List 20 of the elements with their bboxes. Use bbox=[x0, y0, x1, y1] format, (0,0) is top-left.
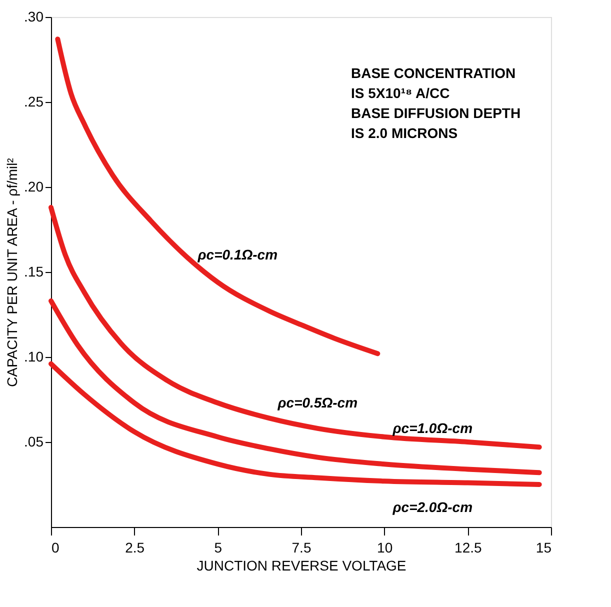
y-tick-label: .20 bbox=[24, 178, 44, 194]
annotation: ρc=1.0Ω-cm bbox=[392, 420, 473, 436]
annotation: ρc=0.5Ω-cm bbox=[276, 394, 358, 410]
y-axis-title: CAPACITY PER UNIT AREA - ρf/mil² bbox=[4, 158, 20, 387]
x-tick-label: 5 bbox=[214, 540, 222, 556]
y-tick-label: .05 bbox=[24, 434, 44, 450]
y-tick-label: .25 bbox=[24, 94, 44, 110]
annotation: ρc=2.0Ω-cm bbox=[392, 499, 473, 516]
x-tick-label: 0 bbox=[52, 540, 60, 556]
x-tick-label: 2.5 bbox=[125, 540, 145, 556]
annotation: ρc=0.1Ω-cm bbox=[196, 246, 278, 263]
x-axis-title: JUNCTION REVERSE VOLTAGE bbox=[196, 558, 406, 574]
y-tick-label: .10 bbox=[24, 348, 44, 364]
x-tick-label: 15 bbox=[536, 540, 552, 556]
x-tick-label: 7.5 bbox=[292, 540, 312, 556]
x-tick-label: 12.5 bbox=[454, 540, 482, 556]
y-tick-label: .15 bbox=[24, 264, 44, 280]
y-tick-label: .30 bbox=[24, 8, 44, 24]
x-tick-label: 10 bbox=[377, 540, 393, 556]
annotation: BASE CONCENTRATION IS 5X10¹⁸ A/CC BASE DIFFUSION DEPTH IS 2.0 MICRONS bbox=[351, 65, 521, 141]
